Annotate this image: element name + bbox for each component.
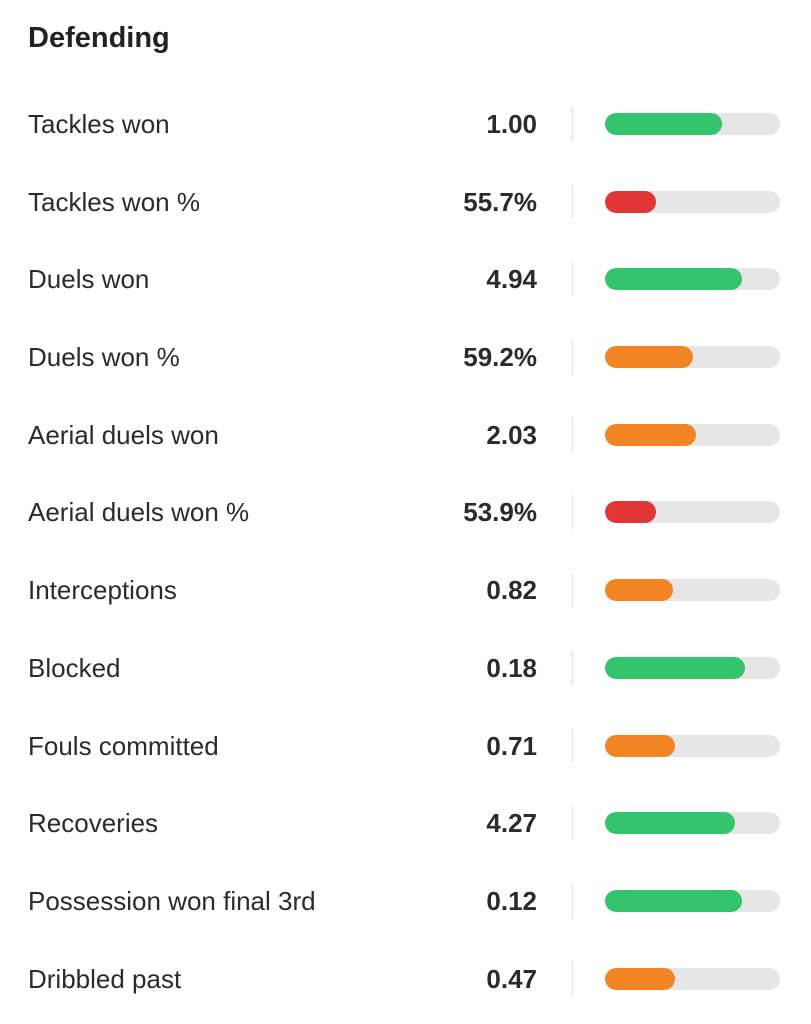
stat-row-duels-won[interactable]: Duels won 4.94 (0, 240, 811, 318)
stat-label: Tackles won % (28, 186, 200, 217)
percentile-bar-fill (605, 113, 723, 135)
stat-label: Possession won final 3rd (28, 885, 316, 916)
divider (572, 650, 573, 685)
stat-value: 0.12 (486, 885, 537, 916)
stat-row-possession-won-final-3rd[interactable]: Possession won final 3rd 0.12 (0, 862, 811, 940)
stat-row-fouls-committed[interactable]: Fouls committed 0.71 (0, 707, 811, 785)
percentile-bar-fill (605, 423, 696, 446)
stat-label: Duels won (28, 264, 150, 295)
percentile-bar (605, 967, 780, 990)
percentile-bar-fill (605, 734, 675, 757)
percentile-bar (605, 501, 780, 524)
percentile-bar-fill (605, 190, 656, 213)
stat-value: 4.27 (486, 808, 537, 839)
percentile-bar (605, 113, 780, 135)
stat-value: 55.7% (463, 186, 537, 217)
stat-value: 2.03 (486, 419, 537, 450)
percentile-bar-fill (605, 268, 742, 291)
stat-label: Aerial duels won % (28, 497, 250, 528)
percentile-bar-fill (605, 346, 693, 369)
stat-row-aerial-duels-won[interactable]: Aerial duels won 2.03 (0, 396, 811, 474)
divider (572, 184, 573, 219)
divider (572, 495, 573, 530)
percentile-bar (605, 656, 780, 679)
stat-row-interceptions[interactable]: Interceptions 0.82 (0, 551, 811, 629)
percentile-bar (605, 190, 780, 213)
divider (572, 573, 573, 608)
divider (572, 340, 573, 375)
stat-value: 0.18 (486, 652, 537, 683)
stat-label: Recoveries (28, 808, 159, 839)
percentile-bar-fill (605, 501, 656, 524)
stat-row-aerial-duels-won-pct[interactable]: Aerial duels won % 53.9% (0, 473, 811, 551)
stat-row-tackles-won[interactable]: Tackles won 1.00 (0, 85, 811, 163)
divider (572, 961, 573, 996)
stat-label: Fouls committed (28, 730, 219, 761)
stat-value: 4.94 (486, 264, 537, 295)
section-title: Defending (28, 22, 170, 54)
stat-value: 0.82 (486, 575, 537, 606)
divider (572, 883, 573, 918)
percentile-bar (605, 346, 780, 369)
stat-row-duels-won-pct[interactable]: Duels won % 59.2% (0, 318, 811, 396)
stat-value: 1.00 (486, 109, 537, 139)
stat-row-dribbled-past[interactable]: Dribbled past 0.47 (0, 940, 811, 1018)
percentile-bar-fill (605, 579, 674, 602)
stat-label: Duels won % (28, 342, 180, 373)
stat-value: 0.71 (486, 730, 537, 761)
divider (572, 806, 573, 841)
stat-value: 59.2% (463, 342, 537, 373)
percentile-bar-fill (605, 889, 742, 912)
percentile-bar-fill (605, 812, 735, 835)
defending-stats-list: Tackles won 1.00 Tackles won % 55.7% Due… (0, 85, 811, 1017)
stat-label: Aerial duels won (28, 419, 219, 450)
stat-label: Blocked (28, 652, 121, 683)
stat-label: Interceptions (28, 575, 177, 606)
stat-label: Dribbled past (28, 963, 182, 994)
percentile-bar (605, 734, 780, 757)
stat-value: 0.47 (486, 963, 537, 994)
stat-value: 53.9% (463, 497, 537, 528)
divider (572, 262, 573, 297)
percentile-bar (605, 423, 780, 446)
divider (572, 417, 573, 452)
percentile-bar (605, 579, 780, 602)
stat-row-recoveries[interactable]: Recoveries 4.27 (0, 784, 811, 862)
percentile-bar (605, 812, 780, 835)
percentile-bar (605, 268, 780, 291)
divider (572, 107, 573, 141)
percentile-bar (605, 889, 780, 912)
stat-label: Tackles won (28, 109, 170, 139)
percentile-bar-fill (605, 967, 675, 990)
stat-row-tackles-won-pct[interactable]: Tackles won % 55.7% (0, 163, 811, 241)
percentile-bar-fill (605, 656, 745, 679)
divider (572, 728, 573, 763)
stat-row-blocked[interactable]: Blocked 0.18 (0, 629, 811, 707)
